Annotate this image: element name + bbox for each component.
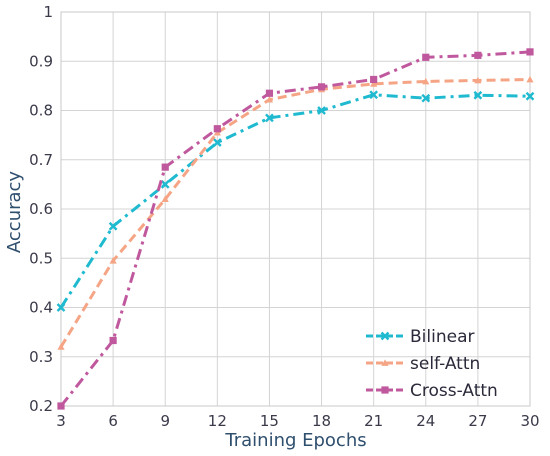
plot-frame: [60, 11, 531, 407]
data-point-square-marker: [317, 83, 326, 91]
y-tick-label: 0.6: [29, 200, 53, 218]
x-tick-label: 21: [364, 412, 383, 430]
data-point-square-marker: [370, 75, 378, 84]
data-point-x-marker: [108, 221, 118, 231]
y-tick-label: 0.9: [29, 52, 53, 70]
data-point-triangle-marker: [161, 195, 169, 203]
data-point-square-marker: [474, 51, 482, 59]
data-point-triangle-marker: [474, 76, 482, 84]
data-point-x-marker: [56, 303, 66, 312]
x-axis-label: Training Epochs: [224, 430, 366, 451]
x-tick-label: 3: [56, 412, 66, 430]
data-point-triangle-marker: [381, 359, 389, 366]
data-point-x-marker: [525, 91, 535, 101]
x-tick-label: 6: [108, 412, 118, 430]
legend-item: Bilinear: [366, 327, 474, 347]
y-axis-label: Accuracy: [4, 171, 25, 254]
legend-label: self-Attn: [410, 354, 480, 374]
data-point-x-marker: [380, 331, 390, 341]
data-point-x-marker: [317, 106, 326, 115]
legend: Bilinear self-Attn Cross-Attn: [366, 327, 498, 401]
y-tick-label: 0.4: [29, 299, 53, 317]
data-point-square-marker: [57, 402, 65, 410]
x-tick-labels: 3 6 9 12 15 18 21 24 27 30: [56, 412, 539, 430]
x-tick-label: 15: [260, 412, 279, 430]
data-point-triangle-marker: [370, 80, 378, 87]
x-tick-label: 12: [208, 412, 227, 430]
data-point-x-marker: [473, 90, 483, 100]
x-tick-label: 30: [520, 412, 539, 430]
series-lines: [56, 48, 535, 410]
series-line: [59, 77, 531, 348]
y-tick-label: 0.3: [29, 348, 53, 366]
legend-label: Cross-Attn: [410, 381, 498, 401]
x-tick-label: 24: [416, 412, 435, 430]
series-bilinear: [56, 90, 535, 312]
y-tick-label: 0.2: [29, 397, 53, 415]
data-point-square-marker: [526, 48, 534, 56]
legend-item: Cross-Attn: [366, 381, 498, 401]
data-point-x-marker: [265, 113, 274, 123]
data-point-square-marker: [422, 53, 430, 61]
x-tick-label: 18: [312, 412, 331, 430]
data-point-triangle-marker: [109, 257, 117, 264]
x-tick-label: 9: [160, 412, 170, 430]
data-point-triangle-marker: [57, 343, 65, 350]
data-point-x-marker: [160, 180, 170, 189]
data-point-triangle-marker: [265, 96, 274, 103]
data-point-square-marker: [213, 125, 221, 133]
data-point-square-marker: [161, 163, 169, 171]
series-self-attn: [57, 75, 534, 350]
data-point-square-marker: [381, 386, 389, 394]
y-tick-label: 0.8: [29, 102, 53, 120]
series-cross-attn: [57, 48, 534, 410]
legend-label: Bilinear: [410, 327, 474, 347]
data-point-triangle-marker: [526, 75, 534, 83]
data-point-square-marker: [109, 336, 117, 345]
data-point-triangle-marker: [422, 77, 430, 85]
series-line: [59, 93, 531, 309]
data-point-x-marker: [212, 138, 222, 147]
y-tick-labels: 0.2 0.3 0.4 0.5 0.6 0.7 0.8 0.9 1: [29, 3, 53, 415]
data-point-x-marker: [421, 93, 431, 103]
x-tick-label: 27: [468, 412, 487, 430]
series-line: [59, 50, 531, 407]
y-tick-label: 0.5: [29, 249, 53, 267]
y-tick-label: 0.7: [29, 151, 53, 169]
legend-item: self-Attn: [366, 354, 480, 374]
data-point-square-marker: [265, 89, 274, 97]
data-point-x-marker: [369, 90, 379, 100]
y-tick-label: 1: [43, 3, 53, 21]
